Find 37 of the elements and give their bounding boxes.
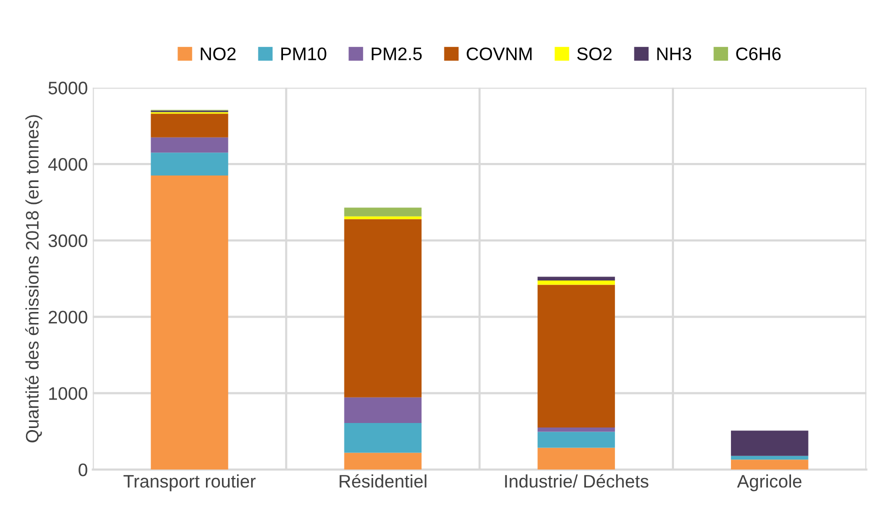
y-tick-label: 5000: [48, 82, 88, 94]
bar: [344, 452, 422, 470]
bar: [150, 152, 228, 176]
bar: [730, 456, 808, 460]
y-tick-label: 4000: [48, 158, 88, 171]
bar: [150, 137, 228, 153]
bar: [538, 448, 615, 470]
y-axis-title: Quantité des émissions 2018 (en tonnes): [25, 115, 42, 442]
x-tick-label: Industrie/ Déchets: [505, 474, 648, 488]
legend-label: NH3: [657, 47, 692, 60]
y-tick-label: 1000: [49, 387, 88, 400]
y-tick-label: 0: [78, 463, 88, 476]
x-tick-label: Agricole: [737, 474, 802, 492]
bar: [150, 176, 228, 470]
bar: [538, 280, 615, 285]
bar: [538, 276, 615, 281]
bar: [730, 430, 808, 456]
legend-label: COVNM: [466, 47, 532, 60]
bar: [344, 219, 422, 398]
bar: [344, 397, 422, 423]
legend-label: NO2: [200, 47, 236, 60]
bar: [344, 422, 422, 453]
x-tick-label: Résidentiel: [340, 474, 426, 488]
x-tick-label: Transport routier: [124, 474, 256, 492]
bar: [538, 284, 615, 428]
bar: [344, 216, 422, 220]
y-tick-label: 3000: [48, 234, 88, 248]
bar: [538, 432, 615, 448]
legend-label: PM2.5: [372, 47, 422, 60]
y-tick-label: 2000: [48, 310, 88, 324]
bar: [538, 428, 615, 432]
legend-label: C6H6: [736, 47, 781, 60]
bar: [344, 208, 422, 216]
bar: [730, 460, 808, 470]
bar: [150, 114, 228, 138]
legend-label: SO2: [577, 47, 612, 60]
legend-label: PM10: [281, 47, 326, 60]
